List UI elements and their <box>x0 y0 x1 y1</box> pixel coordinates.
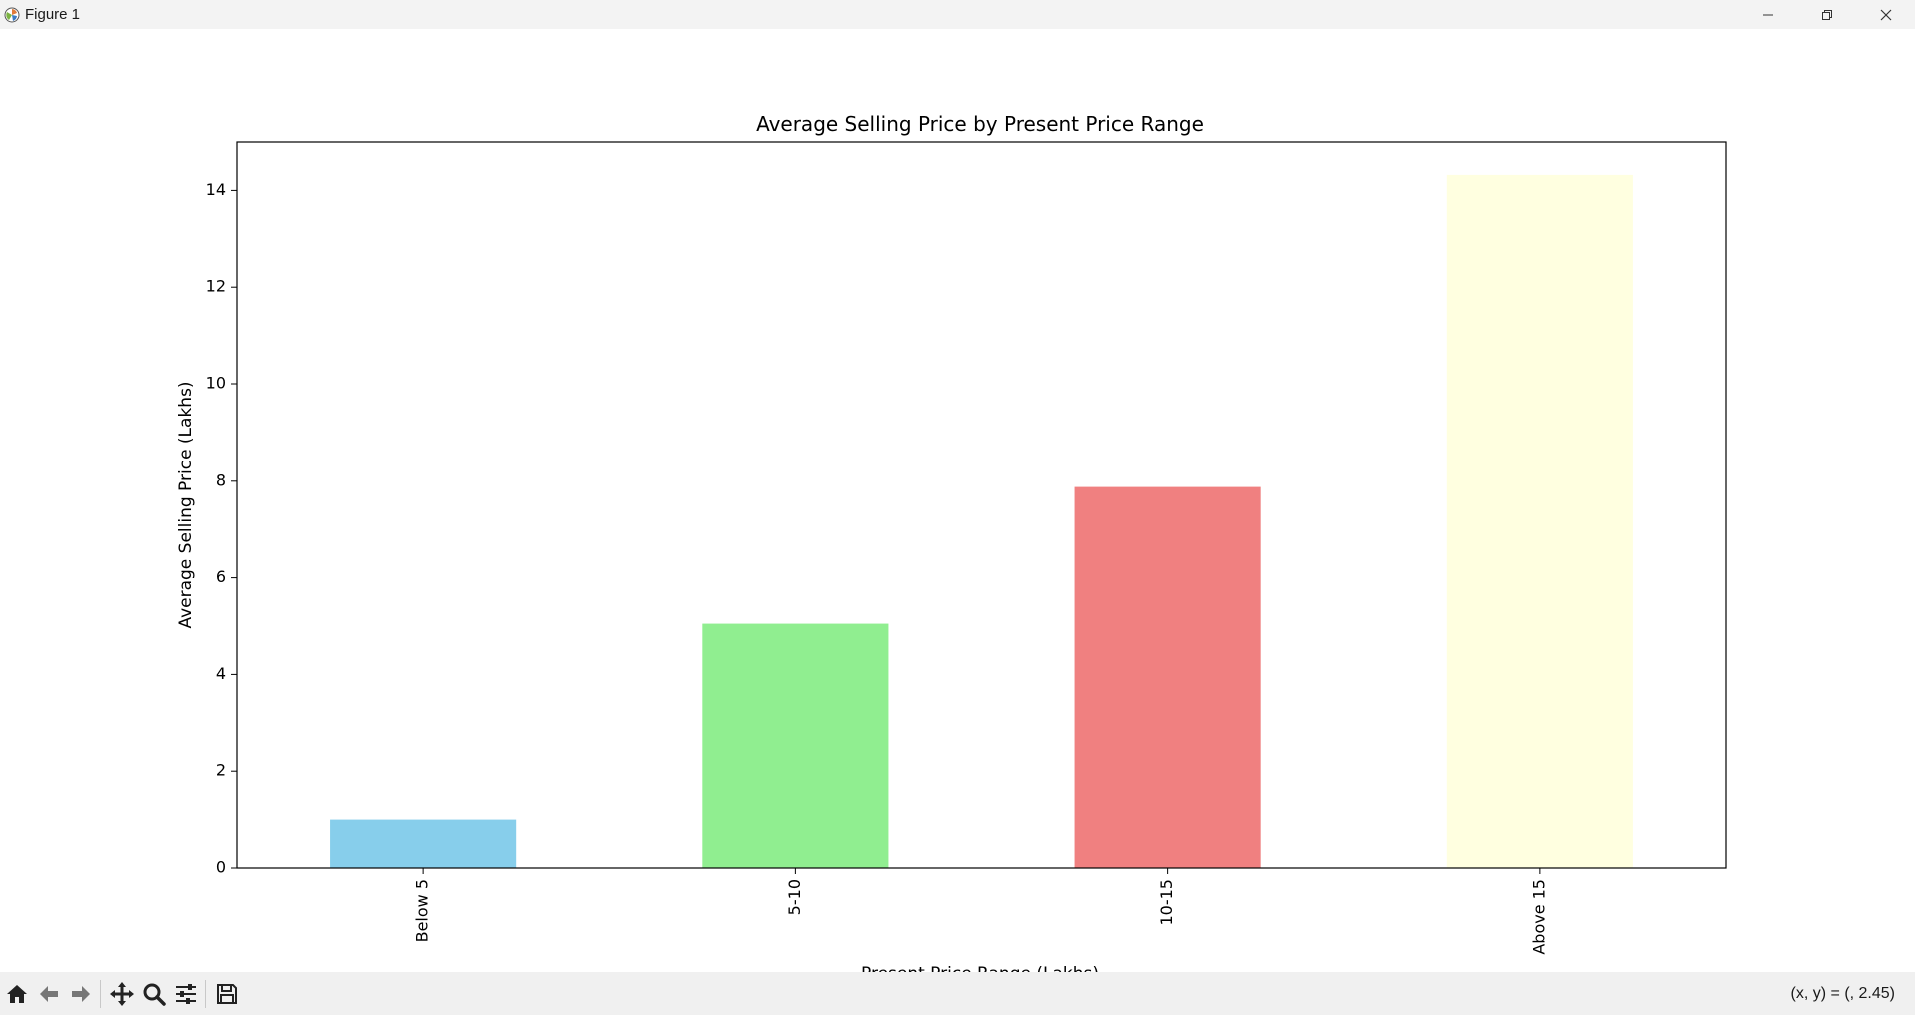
forward-button[interactable] <box>66 978 96 1010</box>
y-tick-label: 4 <box>216 664 226 683</box>
back-button[interactable] <box>34 978 64 1010</box>
window-controls <box>1738 0 1915 29</box>
y-tick-label: 0 <box>216 858 226 877</box>
bar-5-10 <box>702 623 889 868</box>
home-icon <box>7 984 27 1003</box>
title-bar: Figure 1 <box>0 0 1915 29</box>
y-tick-label: 8 <box>216 470 226 489</box>
y-tick-label: 12 <box>206 277 226 296</box>
minimize-icon <box>1762 14 1773 15</box>
subplots-config-button[interactable] <box>171 978 201 1010</box>
save-icon <box>217 983 237 1004</box>
matplotlib-icon <box>3 6 21 24</box>
bar-chart: Average Selling Price by Present Price R… <box>176 112 1727 984</box>
zoom-button[interactable] <box>139 978 169 1010</box>
y-axis-ticks: 0 2 4 6 8 10 12 14 <box>206 180 237 877</box>
figure-canvas[interactable]: Average Selling Price by Present Price R… <box>0 29 1915 984</box>
toolbar-separator <box>205 979 206 1008</box>
zoom-icon <box>143 983 166 1006</box>
x-tick-label: 5-10 <box>785 879 804 915</box>
navigation-toolbar: (x, y) = (, 2.45) <box>0 972 1915 1015</box>
pan-icon <box>110 981 134 1006</box>
restore-button[interactable] <box>1797 0 1856 29</box>
y-tick-label: 14 <box>206 180 226 199</box>
restore-icon <box>1821 9 1832 20</box>
close-button[interactable] <box>1856 0 1915 29</box>
x-tick-label: Above 15 <box>1529 879 1548 955</box>
y-tick-label: 6 <box>216 567 226 586</box>
y-tick-label: 2 <box>216 761 226 780</box>
chart-title: Average Selling Price by Present Price R… <box>756 112 1204 136</box>
subplots-config-icon <box>176 983 196 1004</box>
home-button[interactable] <box>2 978 32 1010</box>
toolbar-separator <box>100 979 101 1008</box>
x-axis-label: Present Price Range (Lakhs) <box>861 964 1099 972</box>
window-title: Figure 1 <box>25 6 81 23</box>
bar-above-15 <box>1446 174 1633 869</box>
y-axis-label: Average Selling Price (Lakhs) <box>176 381 196 628</box>
forward-arrow-icon <box>72 985 90 1002</box>
close-icon <box>1880 9 1891 20</box>
cursor-coordinates: (x, y) = (, 2.45) <box>1790 985 1895 1002</box>
plot-frame <box>236 141 1727 869</box>
bar-10-15 <box>1074 486 1261 868</box>
x-tick-label: 10-15 <box>1157 879 1176 926</box>
back-arrow-icon <box>40 985 58 1002</box>
x-axis-ticks: Below 5 5-10 10-15 Above 15 <box>413 868 1548 955</box>
bars-group <box>330 174 1633 869</box>
save-button[interactable] <box>212 978 242 1010</box>
y-tick-label: 10 <box>206 374 226 393</box>
x-tick-label: Below 5 <box>413 879 432 942</box>
bar-below-5 <box>330 819 517 868</box>
pan-button[interactable] <box>107 978 137 1010</box>
minimize-button[interactable] <box>1738 0 1797 29</box>
